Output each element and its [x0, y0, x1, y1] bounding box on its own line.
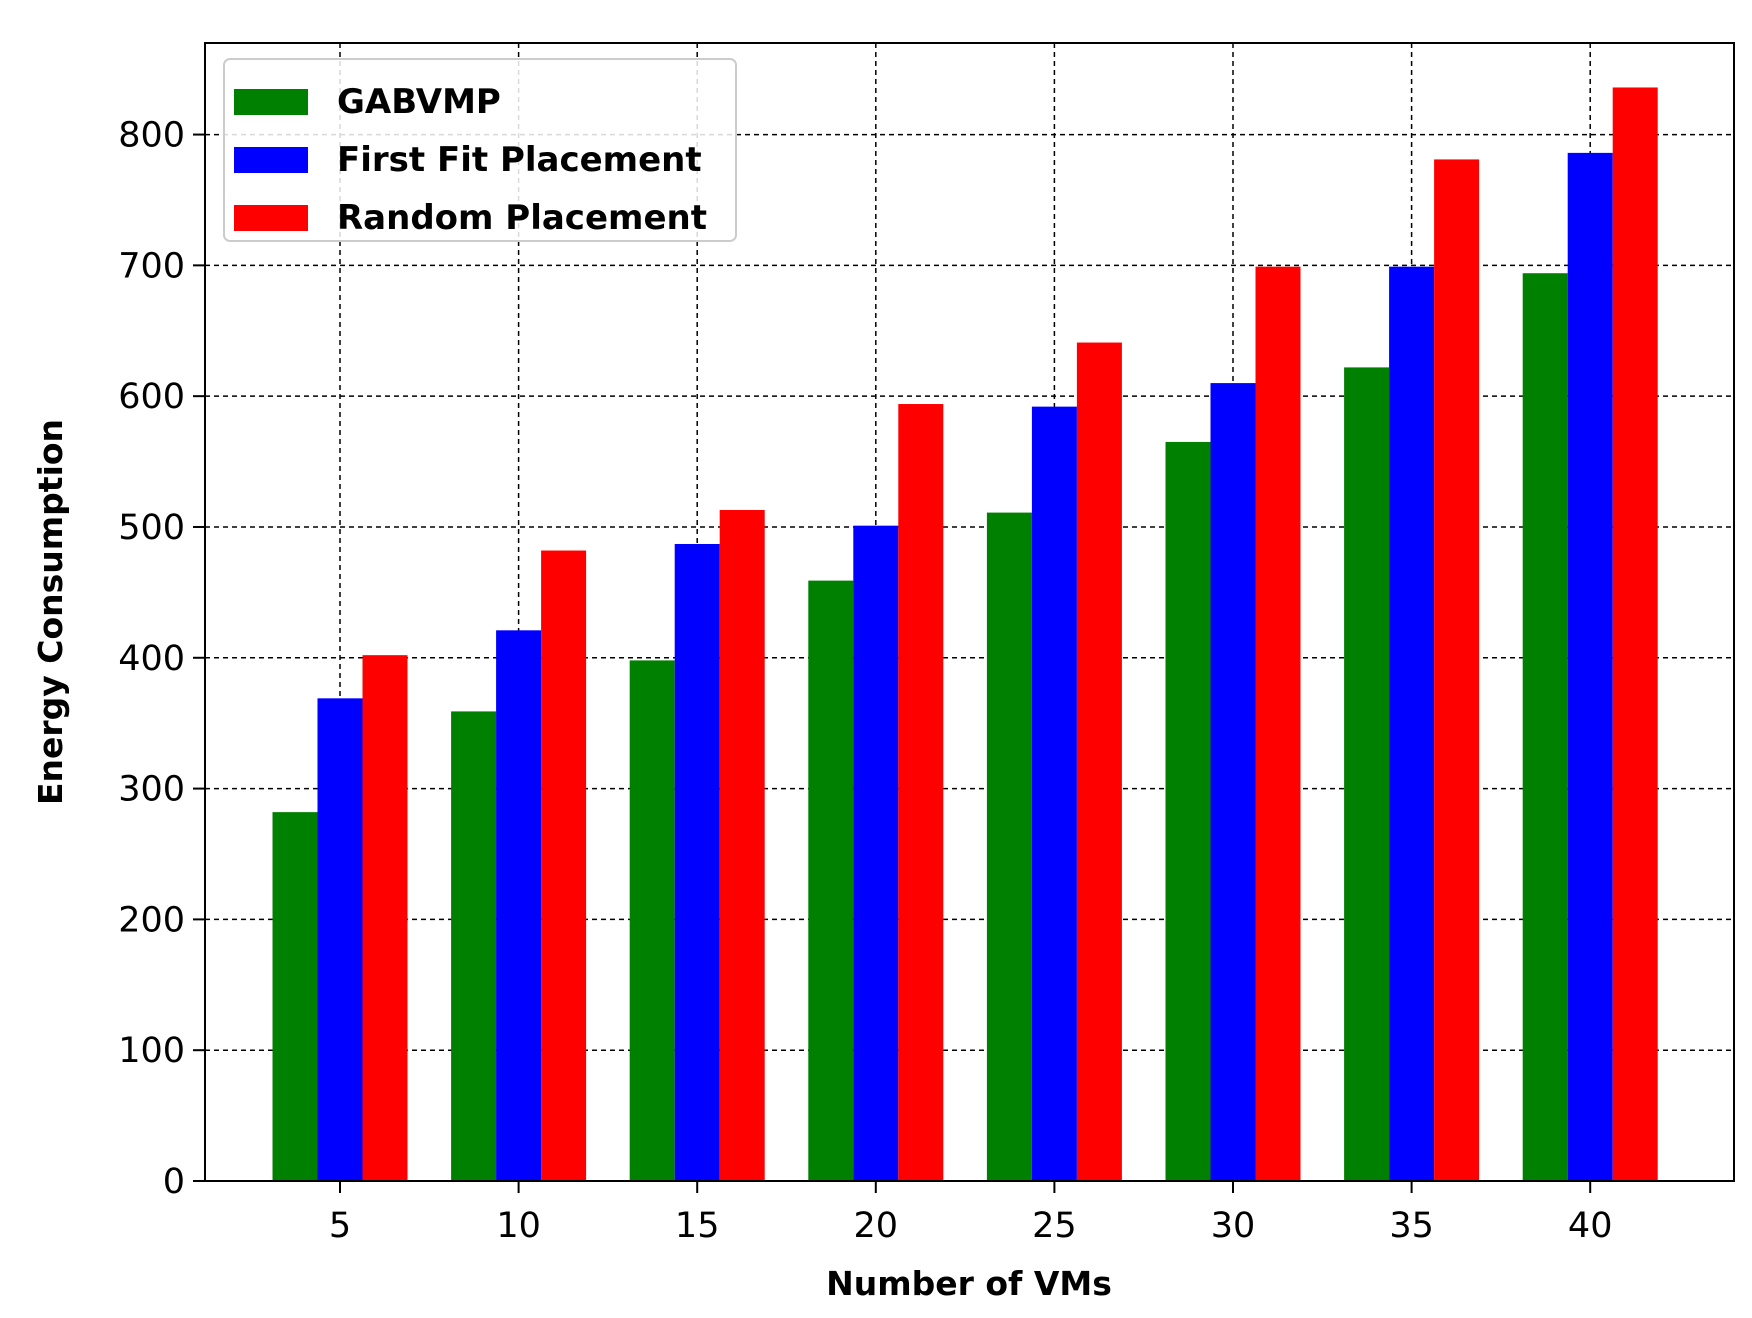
bar-random-placement-40	[1612, 87, 1658, 1182]
bar-first-fit-placement-40	[1567, 152, 1613, 1181]
bar-gabvmp-20	[808, 580, 854, 1181]
x-tick-label: 25	[1032, 1206, 1077, 1246]
bar-random-placement-5	[362, 655, 408, 1181]
bar-gabvmp-5	[272, 812, 318, 1181]
bar-first-fit-placement-15	[674, 543, 720, 1181]
bar-random-placement-35	[1434, 159, 1480, 1182]
x-tick-label: 5	[329, 1206, 351, 1246]
legend-swatch	[234, 147, 308, 173]
y-tick-label: 500	[118, 508, 185, 548]
x-axis-label: Number of VMs	[826, 1264, 1112, 1303]
plot-frame	[204, 42, 1735, 1182]
bar-random-placement-30	[1255, 266, 1301, 1181]
y-axis-label: Energy Consumption	[31, 419, 70, 805]
bar-random-placement-10	[541, 550, 587, 1181]
legend-label: GABVMP	[337, 82, 501, 122]
bar-first-fit-placement-30	[1210, 383, 1256, 1182]
bar-gabvmp-30	[1165, 441, 1211, 1182]
y-tick-label: 400	[118, 639, 185, 679]
legend-label: Random Placement	[337, 198, 707, 238]
bar-random-placement-15	[719, 509, 765, 1181]
bar-gabvmp-10	[451, 711, 497, 1181]
y-tick-label: 200	[118, 900, 185, 940]
axes	[204, 42, 1735, 1182]
y-tick-label: 300	[118, 770, 185, 810]
bar-random-placement-25	[1076, 342, 1122, 1181]
bar-random-placement-20	[898, 404, 944, 1181]
legend-swatch	[234, 205, 308, 231]
x-tick-label: 15	[675, 1206, 720, 1246]
legend-swatch	[234, 89, 308, 115]
legend-label: First Fit Placement	[337, 140, 702, 180]
x-tick-label: 40	[1568, 1206, 1613, 1246]
x-tick-label: 20	[854, 1206, 899, 1246]
y-tick-label: 600	[118, 377, 185, 417]
bar-gabvmp-15	[629, 660, 675, 1181]
bar-first-fit-placement-35	[1389, 266, 1435, 1181]
legend-box	[223, 58, 737, 242]
x-tick-label: 30	[1211, 1206, 1256, 1246]
bar-gabvmp-40	[1522, 273, 1568, 1182]
legend: GABVMP First Fit Placement Random Placemen…	[223, 58, 737, 242]
y-tick-label: 700	[118, 246, 185, 286]
y-tick-label: 100	[118, 1031, 185, 1071]
bar-gabvmp-25	[986, 512, 1032, 1181]
ticks: 0 100 200 300 400 500 600 700 800 5 10 15 20 25 30 35 40	[118, 116, 1612, 1246]
x-tick-label: 35	[1389, 1206, 1434, 1246]
y-tick-label: 800	[118, 116, 185, 156]
y-tick-label: 0	[163, 1162, 185, 1202]
bar-gabvmp-35	[1344, 367, 1390, 1182]
bar-first-fit-placement-25	[1031, 406, 1077, 1181]
bar-first-fit-placement-20	[853, 525, 899, 1181]
x-tick-label: 10	[496, 1206, 541, 1246]
bar-first-fit-placement-10	[496, 630, 542, 1181]
bars	[272, 87, 1658, 1182]
bar-first-fit-placement-5	[317, 698, 363, 1181]
